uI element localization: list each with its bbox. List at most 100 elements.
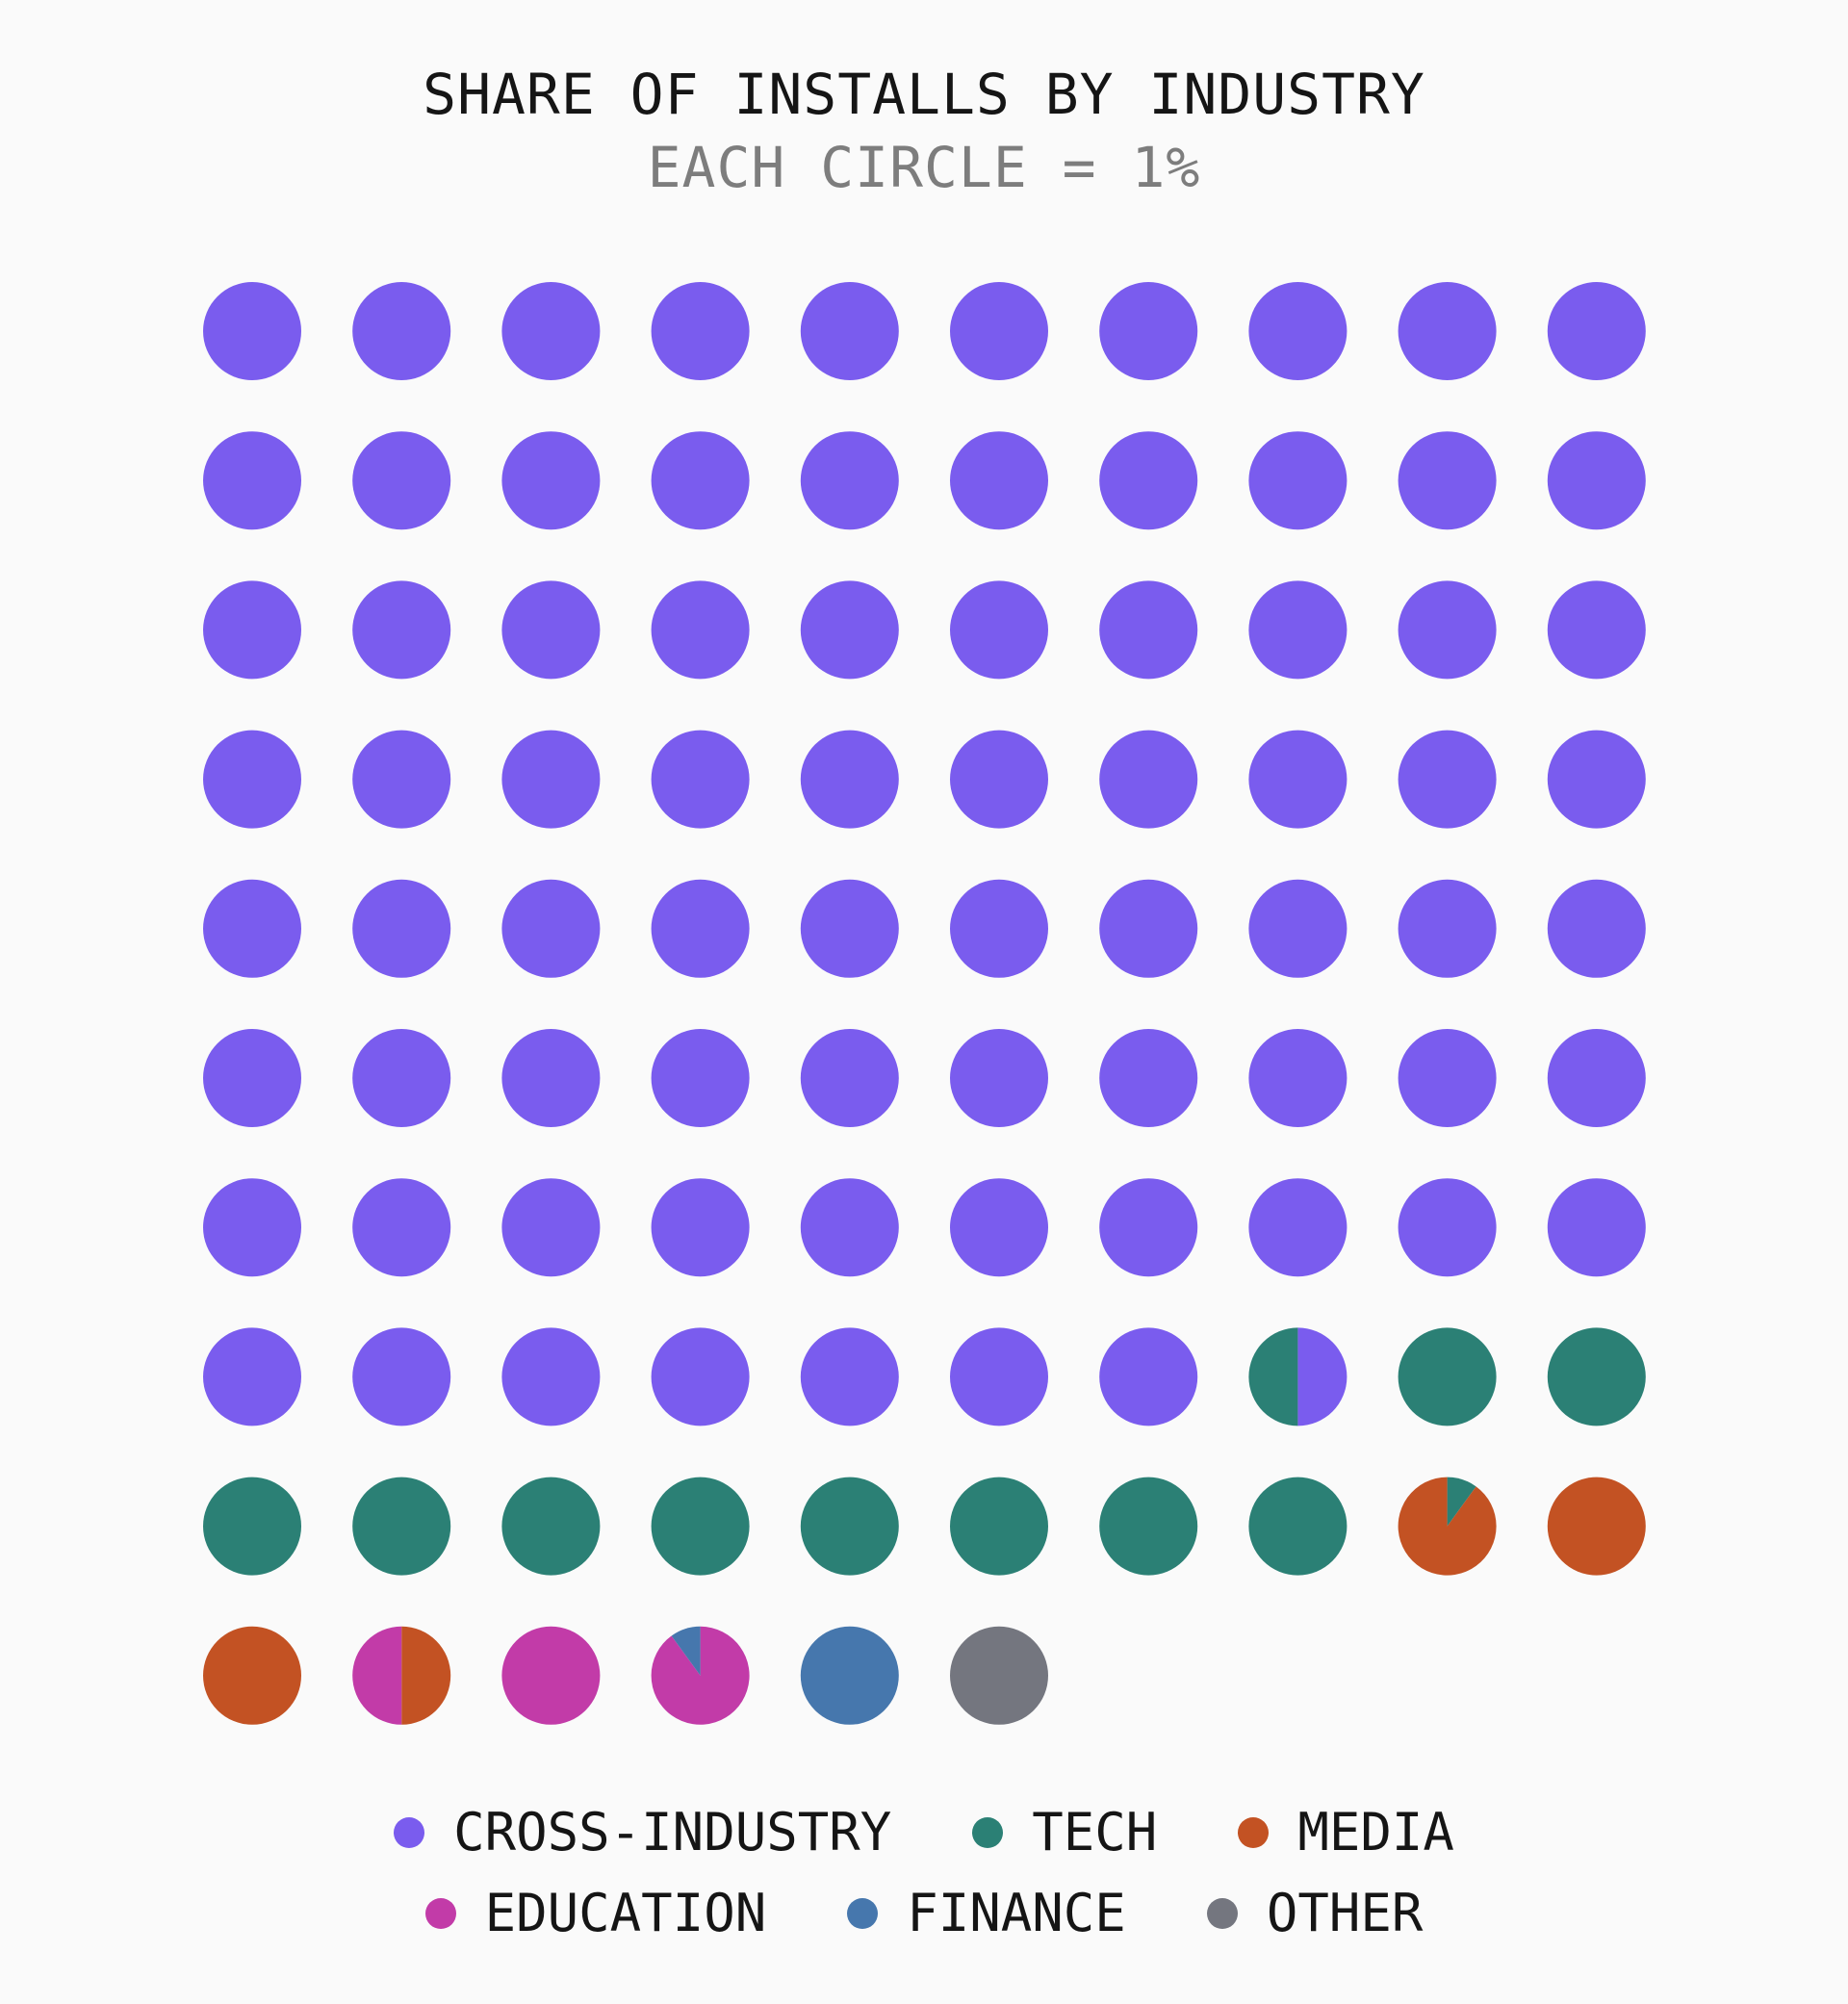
waffle-cell-48: [1248, 879, 1348, 978]
waffle-mark-cross-industry: [203, 1327, 301, 1426]
waffle-mark-cross-industry: [651, 1327, 750, 1426]
waffle-mark-cross-industry: [1398, 580, 1497, 680]
waffle-mark-education: [501, 1626, 601, 1725]
waffle-mark-cross-industry: [1099, 580, 1198, 680]
waffle-cell-16: [950, 431, 1048, 530]
waffle-cell-67: [1099, 1178, 1198, 1277]
waffle-mark-cross-industry: [352, 1327, 451, 1426]
waffle-cell-95: [800, 1626, 899, 1725]
waffle-mark-media: [401, 1626, 451, 1725]
waffle-mark-cross-industry: [203, 580, 301, 680]
legend-label-tech: TECH: [1032, 1802, 1158, 1863]
waffle-cell-28: [1248, 580, 1348, 680]
waffle-cell-52: [352, 1029, 451, 1127]
waffle-cell-33: [501, 730, 601, 829]
waffle-mark-cross-industry: [501, 1178, 601, 1277]
waffle-mark-cross-industry: [203, 730, 301, 829]
waffle-cell-39: [1398, 730, 1497, 829]
waffle-mark-media: [203, 1626, 301, 1725]
waffle-cell-26: [950, 580, 1048, 680]
waffle-mark-cross-industry: [352, 431, 451, 530]
waffle-cell-89: [1398, 1477, 1497, 1576]
waffle-mark-cross-industry: [1248, 879, 1348, 978]
waffle-mark-cross-industry: [1099, 282, 1198, 380]
waffle-cell-51: [203, 1029, 301, 1127]
waffle-cell-65: [800, 1178, 899, 1277]
waffle-mark-finance: [671, 1626, 701, 1676]
waffle-cell-2: [352, 282, 451, 380]
waffle-cell-96: [950, 1626, 1048, 1725]
waffle-mark-cross-industry: [950, 1327, 1048, 1426]
waffle-mark-cross-industry: [950, 1029, 1048, 1127]
waffle-cell-54: [651, 1029, 750, 1127]
waffle-cell-62: [352, 1178, 451, 1277]
waffle-cell-30: [1547, 580, 1646, 680]
legend-label-education: EDUCATION: [484, 1883, 767, 1943]
waffle-cell-8: [1248, 282, 1348, 380]
legend-swatch-tech: [972, 1817, 1004, 1848]
waffle-mark-cross-industry: [501, 879, 601, 978]
waffle-mark-cross-industry: [1099, 1327, 1198, 1426]
legend-label-cross-industry: CROSS-INDUSTRY: [453, 1802, 892, 1863]
legend-item-finance: FINANCE: [847, 1883, 1126, 1944]
waffle-mark-cross-industry: [501, 1029, 601, 1127]
waffle-cell-61: [203, 1178, 301, 1277]
legend-item-tech: TECH: [972, 1802, 1157, 1863]
waffle-cell-15: [800, 431, 899, 530]
waffle-cell-42: [352, 879, 451, 978]
waffle-mark-cross-industry: [1547, 879, 1646, 978]
waffle-mark-cross-industry: [1248, 431, 1348, 530]
waffle-cell-79: [1398, 1327, 1497, 1426]
waffle-cell-66: [950, 1178, 1048, 1277]
waffle-cell-49: [1398, 879, 1497, 978]
waffle-mark-cross-industry: [203, 879, 301, 978]
waffle-mark-cross-industry: [501, 282, 601, 380]
waffle-mark-cross-industry: [1547, 580, 1646, 680]
waffle-cell-80: [1547, 1327, 1646, 1426]
waffle-cell-77: [1099, 1327, 1198, 1426]
waffle-cell-34: [651, 730, 750, 829]
waffle-mark-tech: [1248, 1477, 1348, 1576]
waffle-cell-84: [651, 1477, 750, 1576]
waffle-mark-cross-industry: [203, 1178, 301, 1277]
waffle-cell-69: [1398, 1178, 1497, 1277]
waffle-cell-72: [352, 1327, 451, 1426]
waffle-cell-10: [1547, 282, 1646, 380]
waffle-mark-cross-industry: [950, 1178, 1048, 1277]
waffle-mark-other: [950, 1626, 1048, 1725]
waffle-cell-90: [1547, 1477, 1646, 1576]
waffle-cell-71: [203, 1327, 301, 1426]
waffle-cell-11: [203, 431, 301, 530]
waffle-cell-56: [950, 1029, 1048, 1127]
waffle-cell-91: [203, 1626, 301, 1725]
waffle-mark-cross-industry: [501, 730, 601, 829]
waffle-mark-tech: [1099, 1477, 1198, 1576]
waffle-cell-85: [800, 1477, 899, 1576]
waffle-cell-1: [203, 282, 301, 380]
waffle-cell-7: [1099, 282, 1198, 380]
waffle-cell-83: [501, 1477, 601, 1576]
waffle-cell-59: [1398, 1029, 1497, 1127]
waffle-cell-68: [1248, 1178, 1348, 1277]
waffle-mark-finance: [800, 1626, 899, 1725]
waffle-mark-cross-industry: [1398, 730, 1497, 829]
waffle-mark-cross-industry: [352, 580, 451, 680]
waffle-mark-cross-industry: [1099, 730, 1198, 829]
legend-label-finance: FINANCE: [907, 1883, 1126, 1943]
waffle-cell-20: [1547, 431, 1646, 530]
waffle-mark-cross-industry: [501, 431, 601, 530]
waffle-cell-12: [352, 431, 451, 530]
waffle-cell-57: [1099, 1029, 1198, 1127]
waffle-mark-cross-industry: [950, 431, 1048, 530]
waffle-cell-38: [1248, 730, 1348, 829]
waffle-mark-cross-industry: [1297, 1327, 1348, 1426]
waffle-cell-60: [1547, 1029, 1646, 1127]
waffle-cell-87: [1099, 1477, 1198, 1576]
waffle-mark-education: [352, 1626, 402, 1725]
waffle-cell-24: [651, 580, 750, 680]
waffle-mark-cross-industry: [800, 1327, 899, 1426]
legend-label-media: MEDIA: [1297, 1802, 1454, 1863]
waffle-mark-cross-industry: [203, 431, 301, 530]
waffle-mark-cross-industry: [352, 1178, 451, 1277]
legend-swatch-finance: [847, 1898, 879, 1929]
